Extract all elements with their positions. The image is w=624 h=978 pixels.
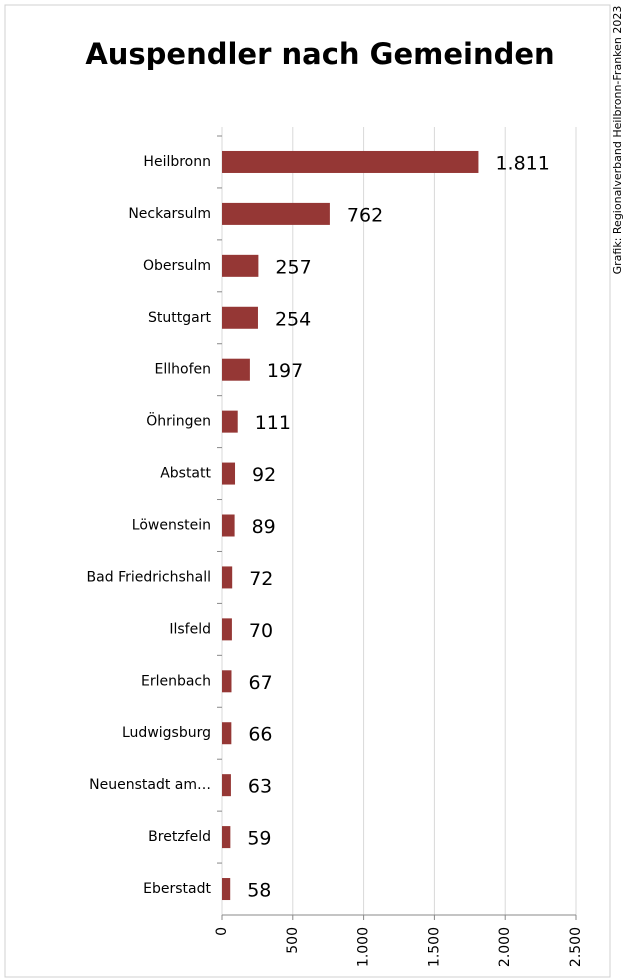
y-tick-label: Ellhofen	[155, 362, 211, 378]
value-label: 59	[247, 828, 271, 850]
bar	[222, 618, 232, 641]
x-tick-label: 1.000	[356, 927, 372, 967]
bar	[222, 462, 236, 485]
x-tick-label: 1.500	[426, 927, 442, 967]
y-tick-label: Öhringen	[146, 412, 211, 430]
value-label: 67	[248, 672, 272, 694]
value-label: 111	[255, 412, 291, 434]
y-tick-label: Löwenstein	[132, 518, 211, 534]
value-label: 72	[249, 568, 273, 590]
value-label: 66	[248, 724, 272, 746]
y-tick-label: Eberstadt	[143, 881, 211, 897]
y-tick-label: Stuttgart	[148, 310, 211, 326]
value-label: 1.811	[495, 152, 549, 174]
chart-title: Auspendler nach Gemeinden	[85, 37, 554, 71]
y-tick-label: Abstatt	[160, 466, 211, 482]
value-label: 254	[275, 308, 311, 330]
x-tick-label: 0	[214, 927, 230, 936]
value-label: 58	[247, 880, 271, 902]
y-tick-label: Bad Friedrichshall	[87, 569, 211, 585]
value-label: 70	[249, 620, 273, 642]
y-tick-label: Neuenstadt am…	[89, 777, 211, 793]
bar	[222, 150, 479, 173]
value-label: 257	[275, 256, 311, 278]
value-label: 63	[248, 776, 272, 798]
y-tick-label: Ludwigsburg	[122, 725, 211, 741]
x-tick-label: 2.000	[497, 927, 513, 967]
bar	[222, 202, 330, 225]
value-label: 92	[252, 464, 276, 486]
x-tick-label: 500	[285, 927, 301, 954]
y-tick-label: Heilbronn	[143, 154, 211, 170]
bar	[222, 670, 232, 693]
value-label: 197	[267, 360, 303, 382]
bar	[222, 254, 259, 277]
bar	[222, 358, 250, 381]
bar	[222, 722, 232, 745]
y-tick-label: Ilsfeld	[169, 621, 211, 637]
y-tick-label: Neckarsulm	[128, 206, 211, 222]
y-tick-label: Obersulm	[143, 258, 211, 274]
bar	[222, 514, 235, 537]
x-tick-label: 2.500	[568, 927, 584, 967]
bar	[222, 306, 258, 329]
bar	[222, 826, 231, 849]
source-note: Grafik: Regionalverband Heilbronn-Franke…	[611, 6, 624, 275]
value-label: 89	[252, 516, 276, 538]
bar	[222, 410, 238, 433]
bar	[222, 878, 231, 901]
bar	[222, 774, 231, 797]
y-tick-label: Bretzfeld	[148, 829, 211, 845]
bar	[222, 566, 233, 589]
chart-frame	[4, 4, 611, 978]
value-label: 762	[347, 204, 383, 226]
y-tick-label: Erlenbach	[141, 673, 211, 689]
